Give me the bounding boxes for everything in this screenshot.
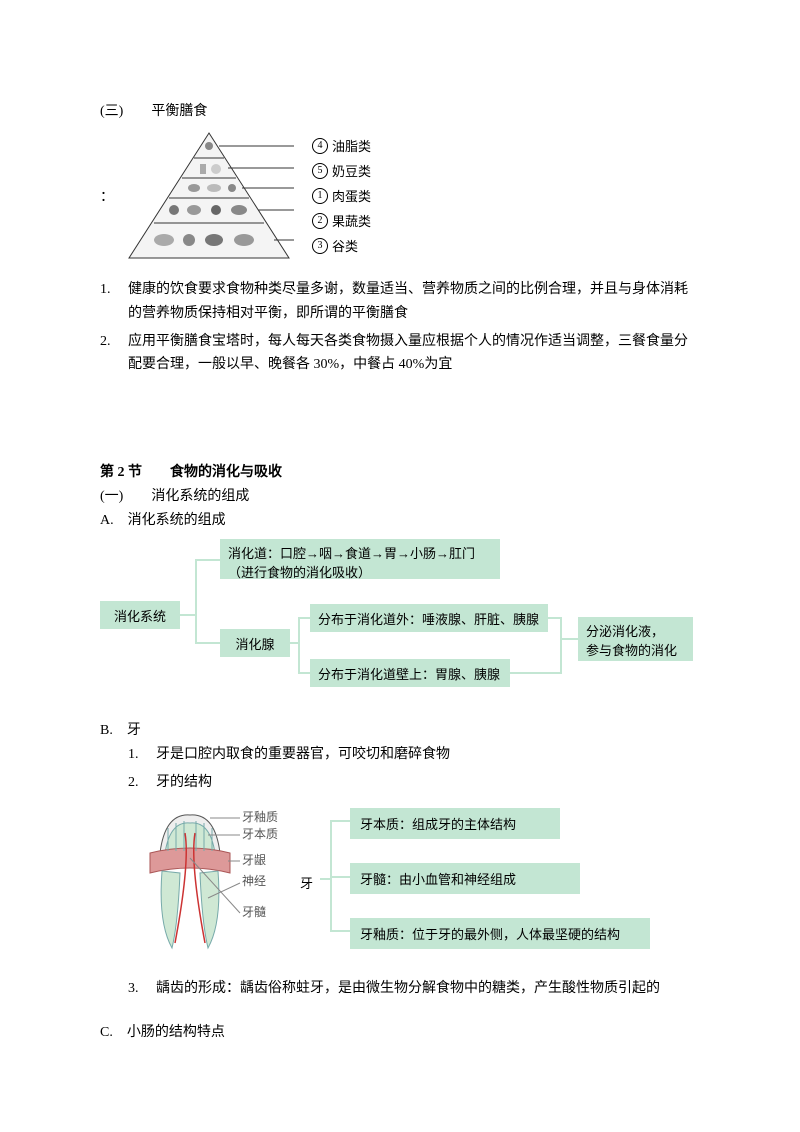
d1-box-glands: 消化腺	[220, 629, 290, 657]
svg-text:神经: 神经	[242, 874, 266, 888]
tooth-list: 1.牙是口腔内取食的重要器官，可咬切和磨碎食物 2.牙的结构	[128, 743, 700, 795]
section2-heading: 第 2 节 食物的消化与吸收	[100, 461, 700, 481]
d2-box3: 牙釉质：位于牙的最外侧，人体最坚硬的结构	[350, 918, 650, 949]
svg-text:牙本质: 牙本质	[242, 827, 278, 841]
d1-box-external: 分布于消化道外：唾液腺、肝脏、胰腺	[310, 604, 548, 632]
tooth-structure-diagram: 牙 牙本质：组成牙的主体结构 牙髓：由小血管和神经组成 牙釉质：位于牙的最外侧，…	[300, 808, 650, 958]
section2-a-label: A. 消化系统的组成	[100, 509, 700, 529]
digestive-system-diagram: 消化系统 消化道：口腔→咽→食道→胃→小肠→肛门 （进行食物的消化吸收） 消化腺…	[100, 539, 700, 699]
food-pyramid	[124, 128, 294, 263]
tooth-figure-block: 牙釉质 牙本质 牙龈 神经 牙髓 牙 牙本质：组成牙的主体结构 牙髓：由小血管和…	[130, 803, 700, 963]
colon-mark: ：	[100, 186, 114, 206]
d1-root: 消化系统	[100, 601, 180, 629]
svg-text:牙釉质: 牙釉质	[242, 809, 278, 824]
section3-heading: (三) 平衡膳食	[100, 100, 700, 120]
document-page: (三) 平衡膳食 ：	[0, 0, 800, 1095]
d2-root: 牙	[300, 873, 313, 892]
pyramid-labels: 4油脂类 5奶豆类 1肉蛋类 2果蔬类 3谷类	[312, 136, 371, 255]
section2-c-label: C. 小肠的结构特点	[100, 1021, 700, 1041]
d2-box2: 牙髓：由小血管和神经组成	[350, 863, 580, 894]
section2-b-label: B. 牙	[100, 719, 700, 739]
d1-box-wall: 分布于消化道壁上：胃腺、胰腺	[310, 659, 510, 687]
d2-box1: 牙本质：组成牙的主体结构	[350, 808, 560, 839]
balanced-diet-list: 1.健康的饮食要求食物种类尽量多谢，数量适当、营养物质之间的比例合理，并且与身体…	[100, 278, 700, 377]
food-pyramid-figure: ：	[100, 128, 700, 263]
d1-box-function: 分泌消化液， 参与食物的消化	[578, 617, 693, 661]
svg-text:牙髓: 牙髓	[242, 905, 266, 919]
svg-text:牙龈: 牙龈	[242, 853, 266, 867]
caries-item: 3.龋齿的形成：龋齿俗称蛀牙，是由微生物分解食物中的糖类，产生酸性物质引起的	[128, 977, 700, 1001]
d1-box-digest-tract: 消化道：口腔→咽→食道→胃→小肠→肛门 （进行食物的消化吸收）	[220, 539, 500, 579]
tooth-illustration: 牙釉质 牙本质 牙龈 神经 牙髓	[130, 803, 280, 963]
section2-sub1: (一) 消化系统的组成	[100, 485, 700, 505]
